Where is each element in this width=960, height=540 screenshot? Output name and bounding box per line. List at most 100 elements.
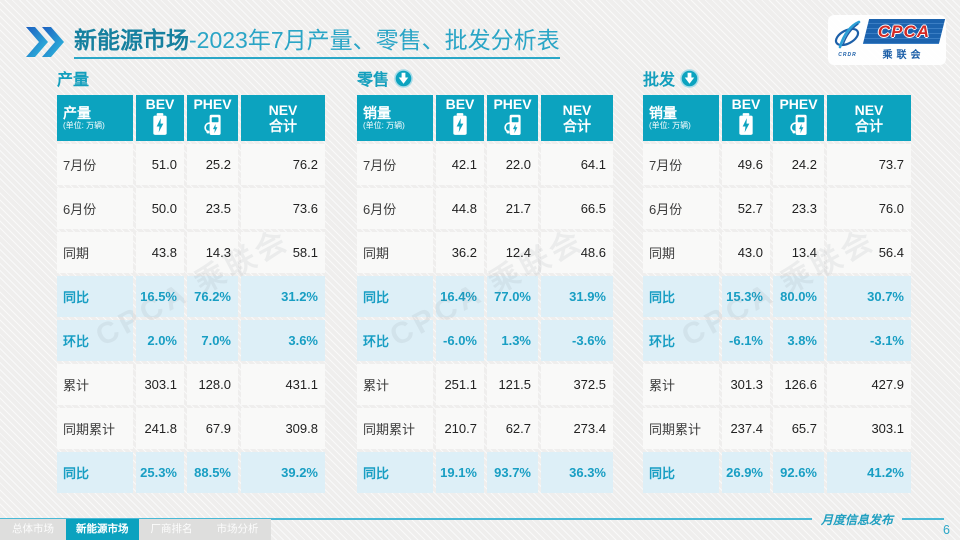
row-label: 7月份 — [643, 144, 719, 185]
footer-tab[interactable]: 新能源市场 — [66, 519, 139, 540]
nev-total-value: 372.5 — [541, 364, 613, 405]
bev-value: 49.6 — [722, 144, 770, 185]
data-table-block: 产量 产量 (单位: 万辆) BEV — [57, 64, 325, 496]
bev-value: 301.3 — [722, 364, 770, 405]
header-cell-bev: BEV — [136, 95, 184, 141]
footer-tab[interactable]: 市场分析 — [204, 519, 271, 540]
section-title: 产量 — [57, 72, 90, 89]
phev-value: 76.2% — [187, 276, 238, 317]
phev-value: 3.8% — [773, 320, 824, 361]
nev-total-value: 427.9 — [827, 364, 911, 405]
row-label: 同期 — [357, 232, 433, 273]
header-cell-label: 销量 (单位: 万辆) — [357, 95, 433, 141]
table-row: 环比 2.0% 7.0% 3.6% — [57, 320, 325, 361]
phev-value: 23.3 — [773, 188, 824, 229]
table-row: 6月份 52.7 23.3 76.0 — [643, 188, 911, 229]
double-chevron-icon — [26, 27, 64, 57]
row-label: 同期累计 — [643, 408, 719, 449]
table-row: 6月份 50.0 23.5 73.6 — [57, 188, 325, 229]
phev-value: 22.0 — [487, 144, 538, 185]
cpca-wordmark: CPCA — [862, 19, 945, 44]
row-label: 同比 — [57, 276, 133, 317]
row-label: 环比 — [643, 320, 719, 361]
phev-value: 88.5% — [187, 452, 238, 493]
phev-value: 12.4 — [487, 232, 538, 273]
phev-value: 24.2 — [773, 144, 824, 185]
table-row: 同比 26.9% 92.6% 41.2% — [643, 452, 911, 493]
row-label: 环比 — [57, 320, 133, 361]
down-arrow-icon — [680, 68, 699, 88]
row-label: 同比 — [57, 452, 133, 493]
phev-charger-icon — [203, 114, 221, 135]
cpca-small-text: CRDR — [838, 52, 857, 58]
unit-note: (单位: 万辆) — [649, 120, 691, 130]
bev-value: 16.5% — [136, 276, 184, 317]
bev-value: 210.7 — [436, 408, 484, 449]
footer-rule-right — [902, 518, 944, 520]
table-row: 7月份 42.1 22.0 64.1 — [357, 144, 613, 185]
phev-value: 121.5 — [487, 364, 538, 405]
bev-value: 19.1% — [436, 452, 484, 493]
data-table: 销量 (单位: 万辆) BEV PHEV — [354, 92, 616, 496]
phev-value: 7.0% — [187, 320, 238, 361]
footer-tab[interactable]: 总体市场 — [0, 519, 66, 540]
row-label: 同比 — [643, 452, 719, 493]
cpca-swoosh-icon: CRDR — [833, 20, 863, 60]
data-table-block: 零售 销量 (单位: 万辆) BEV — [357, 64, 613, 496]
nev-total-value: 64.1 — [541, 144, 613, 185]
bev-value: 241.8 — [136, 408, 184, 449]
table-row: 累计 303.1 128.0 431.1 — [57, 364, 325, 405]
phev-value: 126.6 — [773, 364, 824, 405]
phev-charger-icon — [789, 114, 807, 135]
table-row: 累计 251.1 121.5 372.5 — [357, 364, 613, 405]
table-row: 同期累计 210.7 62.7 273.4 — [357, 408, 613, 449]
header-cell-label: 销量 (单位: 万辆) — [643, 95, 719, 141]
bev-battery-icon — [153, 113, 167, 135]
row-label: 6月份 — [57, 188, 133, 229]
nev-total-value: 56.4 — [827, 232, 911, 273]
bev-value: 42.1 — [436, 144, 484, 185]
bev-value: 44.8 — [436, 188, 484, 229]
phev-value: 25.2 — [187, 144, 238, 185]
bev-value: 36.2 — [436, 232, 484, 273]
table-row: 同比 16.4% 77.0% 31.9% — [357, 276, 613, 317]
bev-value: -6.1% — [722, 320, 770, 361]
table-row: 同比 19.1% 93.7% 36.3% — [357, 452, 613, 493]
nev-total-value: 309.8 — [241, 408, 325, 449]
bev-value: 43.8 — [136, 232, 184, 273]
phev-charger-icon — [503, 114, 521, 135]
bev-battery-icon — [739, 113, 753, 135]
down-arrow-icon — [394, 68, 413, 88]
bev-value: 251.1 — [436, 364, 484, 405]
row-label: 同期累计 — [357, 408, 433, 449]
table-row: 同期 43.0 13.4 56.4 — [643, 232, 911, 273]
nev-total-value: 3.6% — [241, 320, 325, 361]
phev-value: 80.0% — [773, 276, 824, 317]
footer-rule: 月度信息发布 — [0, 512, 960, 527]
phev-value: 128.0 — [187, 364, 238, 405]
table-row: 7月份 51.0 25.2 76.2 — [57, 144, 325, 185]
phev-value: 77.0% — [487, 276, 538, 317]
nev-total-value: 273.4 — [541, 408, 613, 449]
nev-total-value: 41.2% — [827, 452, 911, 493]
page-title-bold: 新能源市场 — [74, 27, 189, 53]
table-row: 环比 -6.1% 3.8% -3.1% — [643, 320, 911, 361]
header-cell-label: 产量 (单位: 万辆) — [57, 95, 133, 141]
table-row: 6月份 44.8 21.7 66.5 — [357, 188, 613, 229]
bev-value: 2.0% — [136, 320, 184, 361]
cpca-logo: CRDR CPCA 乘联会 — [828, 15, 946, 65]
phev-value: 62.7 — [487, 408, 538, 449]
section-header: 零售 — [357, 64, 613, 92]
footer-nav-tabs: 总体市场 新能源市场 厂商排名 市场分析 — [0, 519, 271, 540]
row-label: 累计 — [57, 364, 133, 405]
row-label: 同比 — [357, 276, 433, 317]
row-label: 6月份 — [357, 188, 433, 229]
phev-value: 92.6% — [773, 452, 824, 493]
nev-total-value: -3.1% — [827, 320, 911, 361]
header-cell-bev: BEV — [436, 95, 484, 141]
footer-tab[interactable]: 厂商排名 — [138, 519, 205, 540]
table-row: 同比 15.3% 80.0% 30.7% — [643, 276, 911, 317]
nev-total-value: 48.6 — [541, 232, 613, 273]
bev-value: 43.0 — [722, 232, 770, 273]
nev-total-value: 39.2% — [241, 452, 325, 493]
